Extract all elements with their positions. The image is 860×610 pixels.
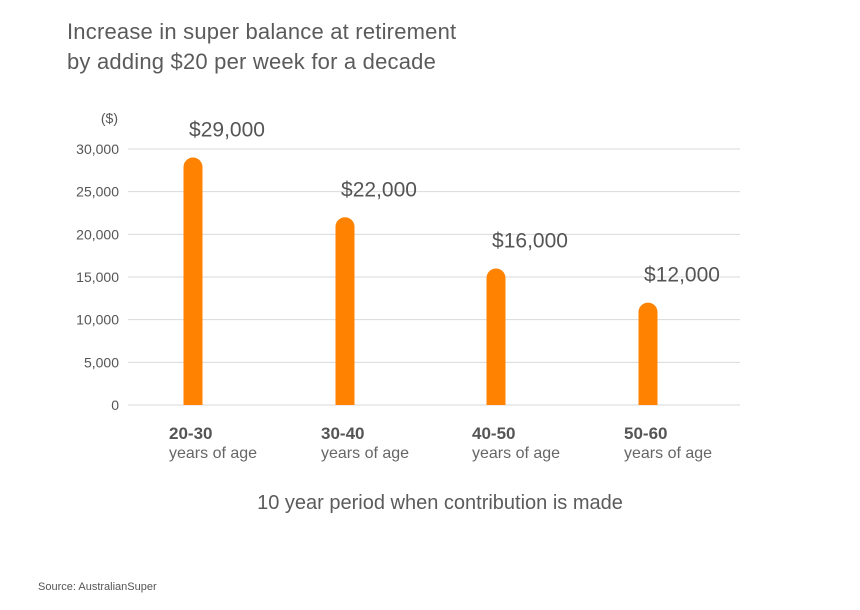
x-category-range: 20-30 [169,424,213,443]
y-axis-ticks: 0 5,000 10,000 15,000 20,000 25,000 30,000 [76,141,119,413]
x-category-suffix: years of age [624,445,713,462]
x-category-suffix: years of age [472,445,561,462]
y-tick-label: 30,000 [76,141,119,157]
y-tick-label: 20,000 [76,226,119,242]
x-category-2: 30-40 years of age [321,424,461,464]
data-labels: $29,000 $22,000 $16,000 $12,000 [189,119,720,287]
data-label-3: $16,000 [492,229,568,252]
x-category-4: 50-60 years of age [624,424,764,464]
grid-lines [128,148,740,406]
y-tick-label: 25,000 [76,184,119,200]
data-label-4: $12,000 [644,264,720,287]
data-label-1: $29,000 [189,119,265,142]
source-note: Source: AustralianSuper [38,581,157,593]
x-category-suffix: years of age [321,445,410,462]
data-label-2: $22,000 [341,178,417,201]
x-category-range: 40-50 [472,424,516,443]
bar-1 [183,157,203,405]
chart-title: Increase in super balance at retirement … [67,17,687,77]
bar-2 [335,217,355,405]
chart-title-line-1: Increase in super balance at retirement [67,19,457,44]
y-tick-label: 5,000 [84,354,119,370]
x-category-1: 20-30 years of age [169,424,309,464]
x-category-3: 40-50 years of age [472,424,612,464]
x-category-range: 30-40 [321,424,365,443]
y-tick-label: 15,000 [76,269,119,285]
bar-3 [486,268,506,405]
x-category-suffix: years of age [169,445,258,462]
y-axis-unit-label: ($) [101,110,118,126]
chart-title-line-2: by adding $20 per week for a decade [67,49,437,74]
y-tick-label: 0 [111,397,119,413]
bars [183,157,658,405]
x-axis-title: 10 year period when contribution is made [257,492,623,514]
y-tick-label: 10,000 [76,312,119,328]
x-category-range: 50-60 [624,424,668,443]
bar-4 [638,302,658,405]
